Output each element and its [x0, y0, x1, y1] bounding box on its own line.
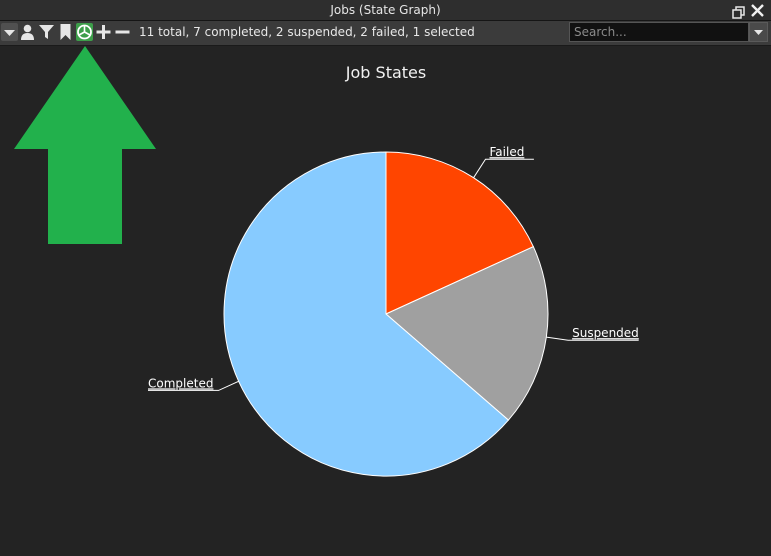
dropdown-menu-icon[interactable]	[1, 23, 18, 41]
pie-chart-icon[interactable]	[76, 23, 93, 41]
leader-line-suspended	[546, 336, 639, 341]
job-summary: 11 total, 7 completed, 2 suspended, 2 fa…	[139, 25, 475, 39]
pie-slice-suspended[interactable]	[385, 246, 549, 421]
leader-line-failed	[473, 158, 534, 178]
close-icon[interactable]	[750, 3, 765, 18]
pie-slice-completed[interactable]	[223, 151, 510, 477]
slice-label-completed: Completed	[148, 376, 213, 390]
pie-slice-failed[interactable]	[385, 151, 535, 315]
remove-icon[interactable]	[114, 23, 131, 41]
slice-label-suspended: Suspended	[572, 326, 639, 340]
toolbar: 11 total, 7 completed, 2 suspended, 2 fa…	[0, 21, 771, 46]
leader-line-completed	[148, 380, 239, 391]
filter-icon[interactable]	[38, 23, 55, 41]
up-arrow-annotation	[14, 46, 156, 244]
slice-label-failed: Failed	[490, 145, 525, 159]
add-icon[interactable]	[95, 23, 112, 41]
window-title: Jobs (State Graph)	[330, 3, 441, 17]
user-icon[interactable]	[19, 23, 36, 41]
graph-panel: Job States Failed Suspended Completed	[0, 46, 771, 556]
search-input[interactable]	[569, 22, 749, 42]
job-states-pie-chart: Job States Failed Suspended Completed	[148, 63, 639, 477]
chart-title: Job States	[345, 63, 426, 82]
bookmark-icon[interactable]	[57, 23, 74, 41]
restore-icon[interactable]	[732, 4, 745, 19]
title-bar: Jobs (State Graph)	[0, 0, 771, 21]
search-dropdown-icon[interactable]	[749, 22, 768, 42]
